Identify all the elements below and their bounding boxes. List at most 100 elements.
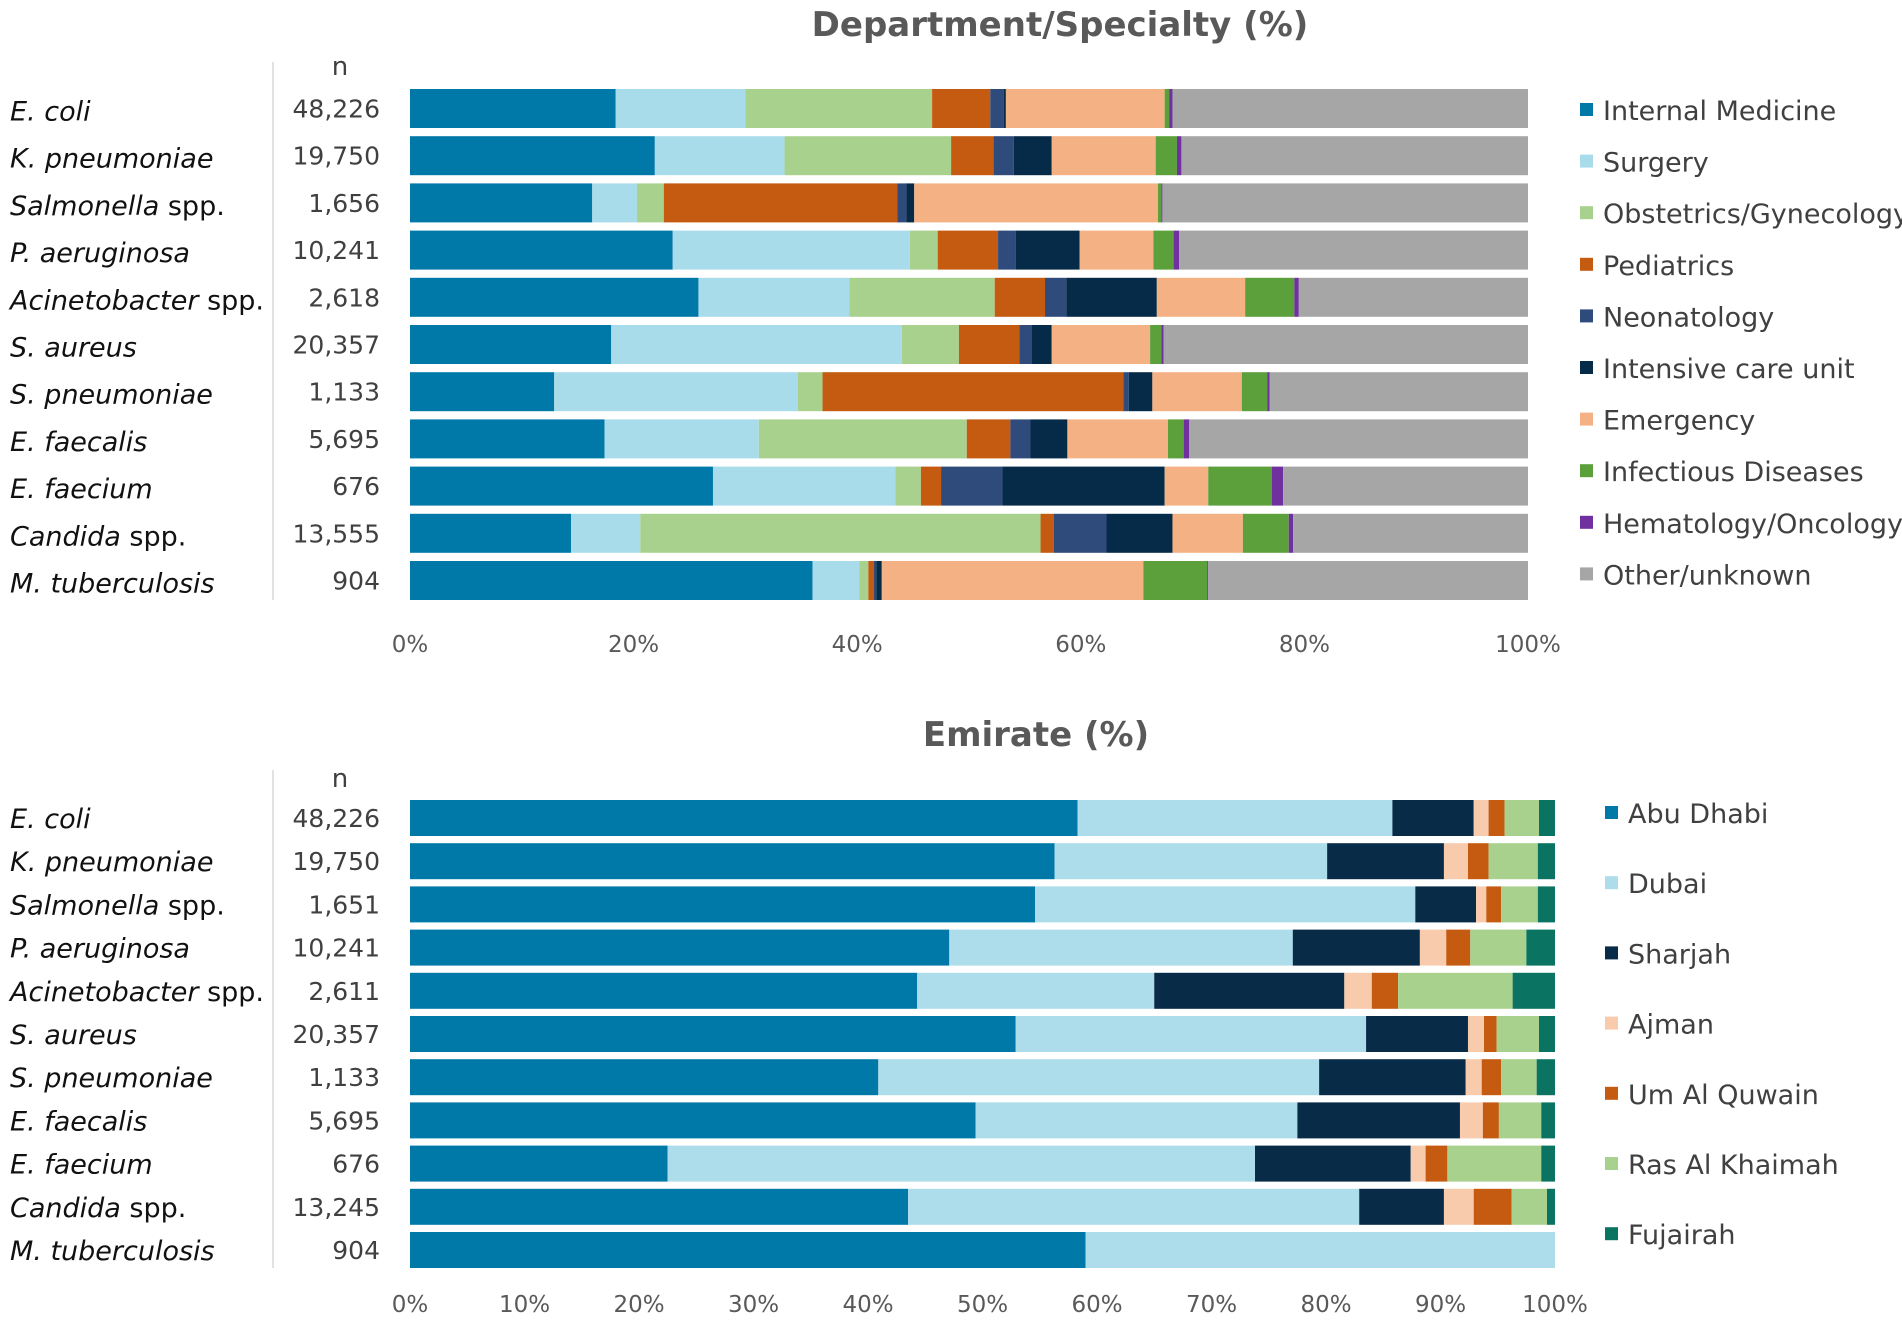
dept-bar-segment-emergency (914, 183, 1158, 223)
dept-bar-segment-neonatology (1053, 513, 1107, 553)
dept-bar-segment-neonatology (1123, 372, 1129, 412)
dept-bar-segment-pediatrics (1040, 513, 1054, 553)
emirate-bar-segment-fujairah (1526, 929, 1555, 966)
dept-count-label: 19,750 (293, 142, 380, 171)
dept-count-label: 13,555 (293, 519, 380, 548)
dept-bar-segment-intensive-care-unit (1106, 513, 1173, 553)
emirate-bar-segment-sharjah (1319, 1059, 1466, 1096)
dept-category-label: E. faecium (10, 474, 153, 505)
emirate-bar-segment-ras-al-khaimah (1470, 929, 1527, 966)
department-specialty-chart: Department/Specialty (%) n E. coli 48,226 K.… (8, 5, 1902, 658)
dept-bar-segment-internal-medicine (410, 561, 813, 600)
dept-bar-segment-pediatrics (822, 372, 1124, 412)
dept-bar-segment-neonatology (990, 89, 1004, 128)
dept-count-label: 5,695 (308, 425, 380, 454)
dept-legend-label: Emergency (1603, 406, 1755, 437)
emirate-bar-segment-fujairah (1546, 1188, 1555, 1225)
dept-bar-segment-hematology-oncology (1267, 372, 1270, 412)
dept-bar-segment-pediatrics (663, 183, 898, 223)
emirate-bar-segment-ajman (1344, 972, 1372, 1009)
emirate-bar-segment-dubai (917, 972, 1155, 1009)
dept-bar-segment-hematology-oncology (1161, 325, 1164, 364)
dept-bar-segment-surgery (615, 89, 746, 128)
emirate-bar-segment-ajman (1473, 800, 1489, 836)
dept-bar-segment-pediatrics (994, 277, 1046, 317)
dept-category-label: S. aureus (10, 333, 137, 364)
dept-bar-segment-intensive-care-unit (1002, 466, 1165, 506)
emirate-bar-segment-fujairah (1537, 843, 1555, 880)
dept-bar-segment-hematology-oncology (1271, 466, 1284, 506)
emirate-bar-segment-ajman (1465, 1059, 1482, 1096)
dept-category-label: E. coli (10, 97, 91, 128)
dept-bar-segment-neonatology (873, 561, 877, 600)
dept-bar-segment-internal-medicine (410, 230, 673, 270)
emirate-bar-segment-um-al-quwain (1425, 1145, 1448, 1182)
emirate-bar-segment-abu-dhabi (410, 1188, 909, 1225)
dept-bar-segment-emergency (1172, 513, 1243, 553)
dept-bar-segment-infectious-diseases (1242, 513, 1289, 553)
dept-bar-segment-intensive-care-unit (876, 561, 882, 600)
dept-bar-segment-pediatrics (958, 325, 1020, 364)
dept-bar-segment-obstetrics-gynecology (784, 136, 952, 176)
emirate-count-header: n (332, 764, 348, 794)
emirate-legend-label: Dubai (1628, 869, 1707, 900)
dept-bar-segment-surgery (592, 183, 637, 223)
emirate-bar-segment-um-al-quwain (1484, 1016, 1497, 1052)
dept-x-tick-label: 60% (1055, 632, 1106, 658)
emirate-bar-segment-abu-dhabi (410, 929, 950, 966)
emirate-bar-segment-ajman (1459, 1102, 1483, 1139)
dept-legend-label: Hematology/Oncology (1603, 509, 1902, 540)
emirate-x-tick-label: 10% (499, 1292, 550, 1318)
dept-bar-segment-obstetrics-gynecology (758, 419, 967, 459)
emirate-category-label: E. faecium (10, 1150, 153, 1181)
dept-bar-segment-neonatology (897, 183, 907, 223)
dept-bar-segment-emergency (1164, 466, 1209, 506)
dept-bar-segment-other-unknown (1293, 513, 1528, 553)
dept-count-header: n (332, 52, 348, 82)
emirate-bar-segment-abu-dhabi (410, 1102, 976, 1139)
dept-bar-segment-other-unknown (1172, 89, 1528, 128)
emirate-bar-segment-fujairah (1538, 1016, 1555, 1052)
emirate-bar-segment-um-al-quwain (1488, 800, 1505, 836)
emirate-legend-swatch-ras-al-khaimah (1605, 1157, 1618, 1170)
emirate-legend-swatch-abu-dhabi (1605, 806, 1618, 819)
emirate-legend-label: Um Al Quwain (1628, 1080, 1819, 1111)
dept-legend-label: Internal Medicine (1603, 96, 1836, 127)
emirate-bar-segment-ras-al-khaimah (1504, 800, 1539, 836)
dept-legend-label: Surgery (1603, 148, 1709, 179)
dept-x-tick-label: 80% (1279, 632, 1330, 658)
emirate-bar-segment-abu-dhabi (410, 800, 1078, 836)
dept-legend-label: Neonatology (1603, 302, 1774, 333)
dept-legend-swatch-pediatrics (1580, 257, 1593, 271)
dept-legend-label: Intensive care unit (1603, 354, 1855, 385)
dept-bar-segment-neonatology (998, 230, 1016, 270)
emirate-bar-segment-um-al-quwain (1481, 1059, 1502, 1096)
dept-bar-segment-neonatology (993, 136, 1014, 176)
dept-bar-segment-surgery (672, 230, 910, 270)
dept-bar-segment-obstetrics-gynecology (640, 513, 1041, 553)
dept-count-label: 2,618 (308, 283, 380, 312)
dept-bar-segment-hematology-oncology (1169, 89, 1173, 128)
emirate-chart-svg: Emirate (%) n E. coli 48,226 K. pneumoniae 19… (8, 715, 1839, 1318)
emirate-bar-segment-dubai (1054, 843, 1328, 880)
emirate-count-label: 2,611 (308, 977, 380, 1006)
emirate-category-label: M. tuberculosis (10, 1236, 215, 1267)
dept-bar-segment-infectious-diseases (1157, 183, 1162, 223)
dept-bar-segment-emergency (881, 561, 1144, 600)
emirate-x-tick-label: 50% (957, 1292, 1008, 1318)
emirate-bar-segment-sharjah (1366, 1016, 1468, 1052)
emirate-bar-segment-fujairah (1541, 1102, 1555, 1139)
dept-bar-segment-surgery (604, 419, 759, 459)
dept-bar-segment-internal-medicine (410, 419, 605, 459)
emirate-bar-segment-abu-dhabi (410, 886, 1036, 923)
dept-bar-segment-intensive-care-unit (1128, 372, 1153, 412)
dept-bar-segment-infectious-diseases (1164, 89, 1170, 128)
emirate-x-tick-label: 60% (1071, 1292, 1122, 1318)
emirate-bar-segment-ras-al-khaimah (1498, 1102, 1542, 1139)
dept-bar-segment-neonatology (1010, 419, 1031, 459)
dept-bar-segment-hematology-oncology (1176, 136, 1182, 176)
dept-count-label: 10,241 (293, 236, 380, 265)
emirate-bar-segment-sharjah (1297, 1102, 1460, 1139)
emirate-bar-segment-dubai (878, 1059, 1320, 1096)
emirate-chart-title: Emirate (%) (923, 715, 1149, 755)
